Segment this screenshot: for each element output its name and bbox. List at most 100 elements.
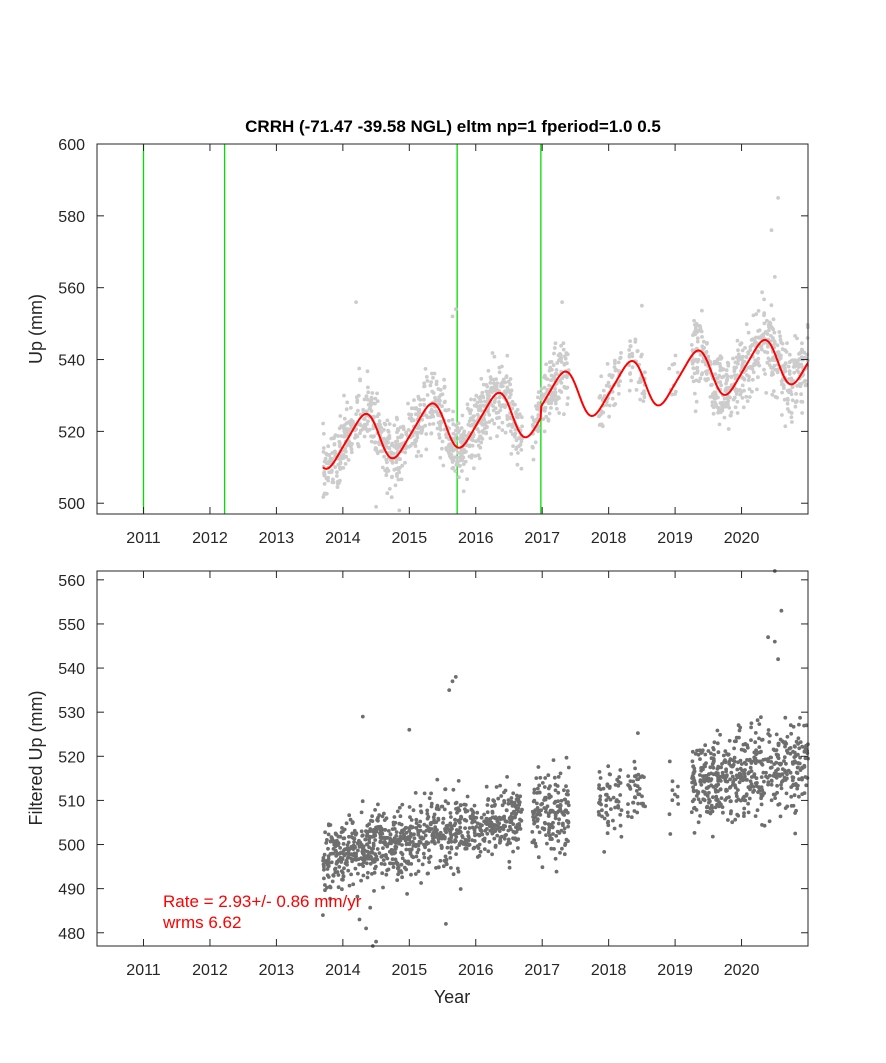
- data-point: [513, 402, 517, 407]
- data-point: [609, 807, 613, 811]
- data-point: [618, 768, 623, 772]
- data-point: [435, 411, 440, 416]
- data-point: [607, 403, 612, 408]
- data-point: [422, 381, 427, 386]
- data-point: [774, 748, 779, 752]
- data-point: [456, 421, 461, 426]
- data-point: [366, 829, 370, 834]
- data-point: [497, 829, 502, 833]
- data-point: [547, 411, 552, 416]
- data-point: [350, 821, 355, 825]
- data-point: [795, 771, 800, 775]
- data-point: [700, 308, 704, 313]
- data-point: [535, 819, 540, 823]
- data-point: [397, 805, 402, 810]
- data-point: [513, 813, 518, 818]
- data-point: [716, 782, 721, 787]
- data-point: [632, 759, 637, 764]
- data-point: [359, 829, 364, 834]
- data-point: [562, 385, 567, 390]
- data-point: [774, 732, 779, 737]
- data-point: [395, 474, 399, 478]
- data-point: [393, 443, 398, 448]
- data-point: [449, 815, 453, 819]
- data-point: [377, 813, 382, 818]
- data-point: [706, 749, 711, 753]
- data-point: [518, 794, 523, 799]
- data-point: [342, 448, 347, 453]
- rate-annotation: Rate = 2.93+/- 0.86 mm/yr: [163, 892, 362, 911]
- data-point: [413, 438, 417, 443]
- data-point: [721, 753, 726, 758]
- data-point: [392, 827, 397, 831]
- data-point: [359, 810, 364, 815]
- data-point: [473, 454, 478, 458]
- data-point: [335, 474, 339, 478]
- data-point: [486, 798, 490, 802]
- data-point: [456, 818, 461, 823]
- data-point: [488, 381, 493, 385]
- data-point: [399, 862, 404, 867]
- data-point: [418, 425, 423, 430]
- y-tick-label: 500: [58, 496, 85, 513]
- data-point: [458, 455, 462, 459]
- data-point: [709, 383, 713, 387]
- data-point: [467, 454, 472, 459]
- data-point: [464, 818, 469, 823]
- data-point: [389, 495, 394, 500]
- data-point: [535, 812, 539, 817]
- data-point: [753, 740, 758, 745]
- data-point: [632, 774, 637, 779]
- data-point: [736, 358, 741, 363]
- data-point: [440, 804, 445, 809]
- data-point: [330, 468, 334, 473]
- data-point: [729, 375, 734, 379]
- data-point: [693, 752, 698, 756]
- data-point: [800, 400, 805, 404]
- data-point: [383, 835, 388, 840]
- data-point: [458, 825, 463, 830]
- data-point: [605, 831, 610, 836]
- data-point: [324, 491, 329, 496]
- data-point: [354, 433, 358, 437]
- data-point: [368, 905, 373, 910]
- data-point: [339, 850, 343, 855]
- data-point: [553, 856, 558, 861]
- bottom-y-axis-label: Filtered Up (mm): [26, 690, 46, 825]
- data-point: [708, 359, 712, 364]
- data-point: [388, 832, 393, 837]
- data-point: [612, 826, 617, 831]
- data-point: [396, 457, 401, 461]
- data-point: [487, 413, 492, 417]
- data-point: [785, 396, 790, 401]
- data-point: [356, 408, 360, 413]
- data-point: [637, 786, 642, 791]
- data-point: [717, 422, 722, 427]
- data-point: [471, 418, 475, 422]
- data-point: [446, 407, 451, 412]
- data-point: [763, 372, 767, 376]
- data-point: [322, 867, 326, 872]
- data-point: [794, 760, 798, 765]
- data-point: [724, 796, 729, 800]
- data-point: [419, 809, 423, 814]
- data-point: [549, 406, 553, 410]
- data-point: [400, 843, 404, 847]
- data-point: [333, 867, 337, 872]
- data-point: [487, 420, 492, 424]
- data-point: [787, 746, 792, 751]
- data-point: [752, 773, 756, 778]
- data-point: [465, 477, 469, 482]
- x-tick-label: 2016: [458, 530, 494, 547]
- data-point: [706, 779, 711, 783]
- data-point: [711, 795, 715, 800]
- data-point: [566, 396, 570, 400]
- data-point: [451, 422, 456, 427]
- data-point: [506, 390, 511, 394]
- data-point: [511, 829, 516, 834]
- data-point: [711, 757, 716, 761]
- data-point: [670, 788, 675, 793]
- data-point-outlier: [364, 926, 368, 931]
- data-point: [325, 873, 330, 878]
- data-point: [618, 781, 623, 785]
